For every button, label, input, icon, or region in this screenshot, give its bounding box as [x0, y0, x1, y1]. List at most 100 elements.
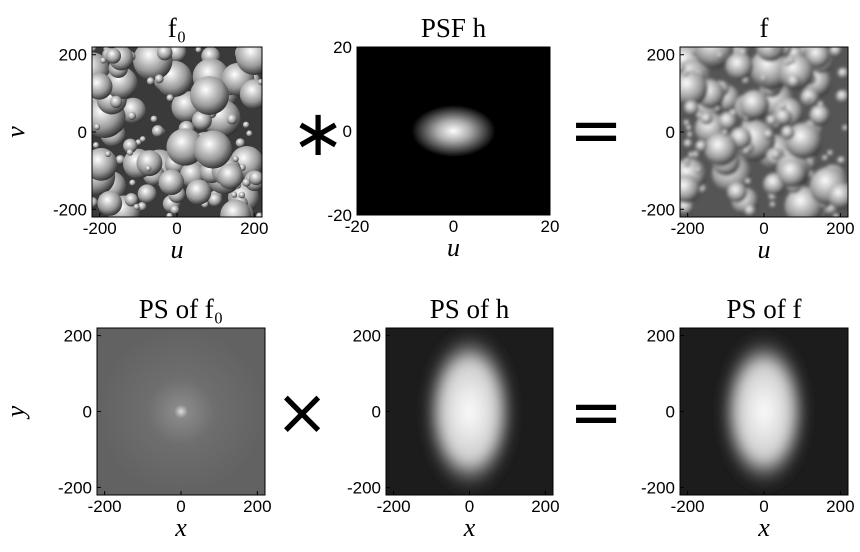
texture-blob — [726, 53, 753, 80]
texture-blob — [242, 178, 250, 186]
texture-blob — [166, 94, 173, 101]
texture-blob — [838, 157, 845, 164]
texture-blob — [145, 165, 151, 171]
x-tick-label: -200 — [671, 497, 705, 516]
texture-blob — [138, 184, 157, 203]
y-tick-label: -20 — [327, 206, 352, 225]
texture-blob — [258, 79, 264, 85]
texture-blob — [194, 131, 232, 169]
texture-blob — [110, 96, 122, 108]
texture-blob — [231, 192, 237, 198]
x-tick-label: 200 — [531, 497, 559, 516]
y-tick-label: -200 — [641, 478, 675, 497]
texture-blob — [129, 180, 135, 186]
y-tick-label: -200 — [58, 478, 92, 497]
texture-blob — [687, 132, 693, 138]
texture-blob — [128, 112, 136, 120]
texture-blob — [684, 158, 690, 164]
panel — [97, 328, 265, 495]
operator: ∗ — [291, 97, 345, 171]
texture-blob — [770, 202, 776, 208]
texture-blob — [828, 183, 854, 209]
texture-blob — [727, 182, 747, 202]
texture-blob — [780, 103, 787, 110]
texture-blob — [186, 179, 211, 204]
x-tick-label: 200 — [240, 219, 268, 238]
x-axis-label: u — [171, 235, 184, 264]
x-tick-label: 20 — [541, 217, 560, 236]
texture-blob — [93, 142, 99, 148]
y-tick-label: 200 — [64, 327, 92, 346]
image-blob — [422, 328, 518, 496]
texture-blob — [778, 159, 807, 188]
x-axis-label: u — [447, 233, 460, 262]
y-tick-label: 0 — [78, 123, 87, 142]
texture-blob — [805, 96, 811, 102]
texture-blob — [788, 57, 795, 64]
y-tick-label: 200 — [59, 46, 87, 65]
texture-blob — [246, 130, 252, 136]
texture-blob — [87, 197, 97, 207]
texture-blob — [155, 74, 164, 83]
texture-blob — [763, 130, 773, 140]
image — [97, 328, 265, 495]
texture-blob — [233, 156, 239, 162]
texture-blob — [236, 38, 273, 75]
texture-blob — [700, 112, 712, 124]
y-tick-label: -200 — [641, 200, 675, 219]
texture-blob — [836, 90, 849, 103]
texture-blob — [140, 136, 146, 142]
y-tick-label: 0 — [666, 123, 675, 142]
chart-title: PS of f₀ — [139, 294, 223, 324]
texture-blob — [683, 120, 689, 126]
y-tick-label: 200 — [353, 327, 381, 346]
y-tick-label: 200 — [647, 327, 675, 346]
x-tick-label: -200 — [88, 497, 122, 516]
panel — [680, 328, 848, 495]
y-tick-label: 0 — [666, 403, 675, 422]
figure: ∗ = × = -2000200-2000200f₀uv-20020-20020… — [0, 0, 860, 552]
texture-blob — [136, 150, 162, 176]
operator: × — [275, 376, 329, 450]
texture-blob — [822, 155, 828, 161]
texture-blob — [672, 175, 700, 203]
texture-blob — [842, 125, 848, 131]
x-tick-label: 200 — [826, 219, 854, 238]
chart-title: f — [760, 13, 769, 43]
texture-blob — [745, 178, 751, 184]
texture-blob — [829, 44, 841, 56]
texture-blob — [170, 205, 179, 214]
operator: = — [569, 94, 623, 168]
y-tick-label: -200 — [347, 478, 381, 497]
texture-blob — [684, 101, 699, 116]
texture-blob — [775, 108, 792, 125]
texture-blob — [243, 122, 249, 128]
texture-blob — [787, 75, 800, 88]
texture-blob — [85, 148, 118, 181]
x-axis-label: x — [757, 513, 770, 542]
texture-blob — [86, 73, 112, 99]
texture-blob — [236, 138, 245, 147]
texture-blob — [94, 124, 100, 130]
x-axis-label: u — [758, 235, 771, 264]
texture-blob — [159, 169, 185, 195]
y-tick-label: 0 — [83, 403, 92, 422]
texture-blob — [739, 90, 769, 120]
texture-blob — [683, 139, 692, 148]
texture-blob — [722, 129, 728, 135]
texture-blob — [838, 68, 849, 79]
panel — [357, 47, 550, 215]
texture-blob — [106, 48, 121, 63]
y-tick-label: 200 — [647, 46, 675, 65]
texture-blob — [695, 167, 701, 173]
texture-blob — [718, 112, 736, 130]
panel — [666, 29, 855, 226]
x-tick-label: 200 — [826, 497, 854, 516]
texture-blob — [761, 75, 767, 81]
texture-blob — [695, 140, 707, 152]
operator: = — [569, 376, 623, 450]
image-blob — [718, 332, 810, 492]
texture-blob — [745, 205, 756, 216]
chart-title: f₀ — [168, 13, 186, 43]
image-blob — [412, 105, 496, 157]
